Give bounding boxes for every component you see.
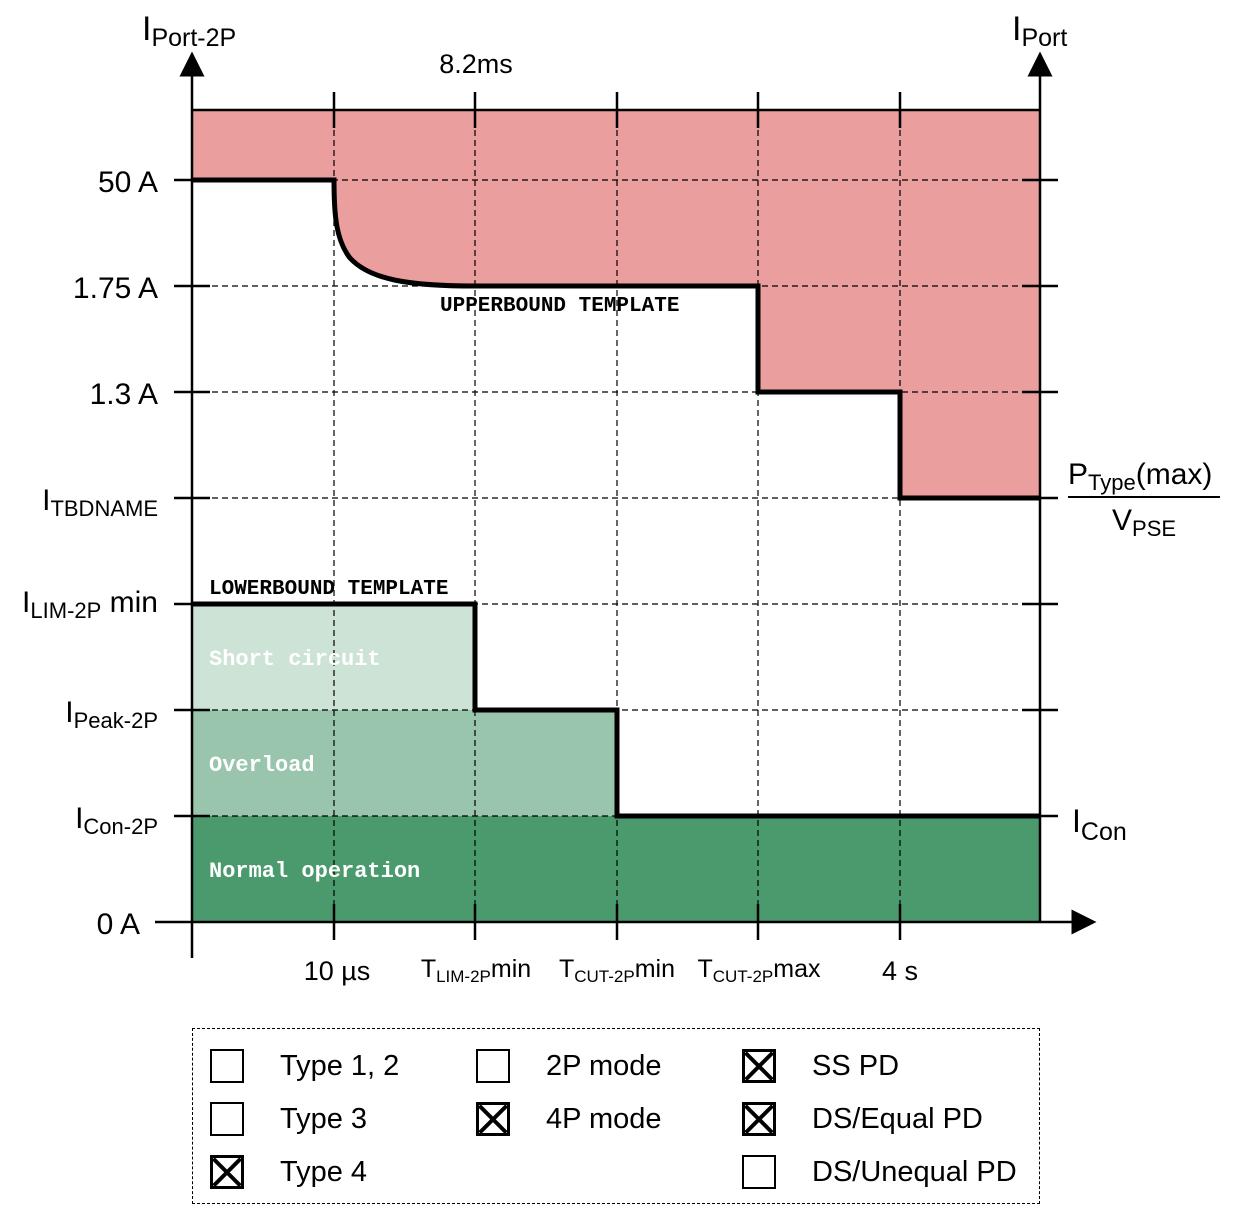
- x-tick-t-cut-2p-min: TCUT-2Pmin: [559, 955, 675, 986]
- checkbox-4p-mode[interactable]: [476, 1102, 510, 1136]
- legend-item-2p-mode[interactable]: 2P mode: [476, 1046, 662, 1086]
- x-tick-10us: 10 µs: [304, 956, 371, 986]
- legend-item-type-4[interactable]: Type 4: [210, 1152, 367, 1192]
- legend-label: 4P mode: [546, 1102, 662, 1135]
- legend-label: Type 1, 2: [280, 1049, 400, 1082]
- checkbox-type-3[interactable]: [210, 1102, 244, 1136]
- i-con-label: ICon: [1072, 803, 1127, 846]
- y-tick-i-tbdname: ITBDNAME: [42, 484, 158, 521]
- upper-forbidden-region: [192, 110, 1040, 498]
- checkbox-2p-mode[interactable]: [476, 1049, 510, 1083]
- legend-label: DS/Equal PD: [812, 1102, 983, 1135]
- legend-label: SS PD: [812, 1049, 900, 1082]
- ptype-max-numerator: PType(max): [1068, 458, 1212, 495]
- right-axis-title: IPort: [1012, 10, 1067, 52]
- top-time-label: 8.2ms: [439, 49, 513, 79]
- x-tick-4s: 4 s: [882, 956, 918, 986]
- checkbox-type-1-2[interactable]: [210, 1049, 244, 1083]
- legend-item-4p-mode[interactable]: 4P mode: [476, 1099, 662, 1139]
- normal-operation-label: Normal operation: [209, 859, 420, 884]
- overload-label: Overload: [209, 753, 315, 778]
- legend-label: 2P mode: [546, 1049, 662, 1082]
- y-tick-50a: 50 A: [98, 166, 158, 199]
- upperbound-template-label: UPPERBOUND TEMPLATE: [440, 295, 679, 318]
- checkbox-ss-pd[interactable]: [742, 1049, 776, 1083]
- legend-item-type-1-2[interactable]: Type 1, 2: [210, 1046, 399, 1086]
- legend-item-ds-unequal-pd[interactable]: DS/Unequal PD: [742, 1152, 1017, 1192]
- checkbox-type-4[interactable]: [210, 1155, 244, 1189]
- checkbox-ds-unequal-pd[interactable]: [742, 1155, 776, 1189]
- legend-item-ds-equal-pd[interactable]: DS/Equal PD: [742, 1099, 983, 1139]
- legend-label: DS/Unequal PD: [812, 1155, 1017, 1188]
- x-tick-t-cut-2p-max: TCUT-2Pmax: [698, 955, 821, 986]
- y-tick-1-75a: 1.75 A: [73, 272, 158, 305]
- upperbound-template-line: [192, 177, 1040, 501]
- legend-item-ss-pd[interactable]: SS PD: [742, 1046, 899, 1086]
- y-tick-i-lim-2p-min: ILIM-2P min: [22, 586, 158, 623]
- legend-item-type-3[interactable]: Type 3: [210, 1099, 367, 1139]
- short-circuit-label: Short circuit: [209, 647, 381, 672]
- lowerbound-template-label: LOWERBOUND TEMPLATE: [209, 578, 448, 601]
- legend-box: Type 1, 2 Type 3 Type 4 2P mode 4P mode …: [192, 1028, 1040, 1204]
- overload-region: [192, 710, 617, 816]
- checkbox-ds-equal-pd[interactable]: [742, 1102, 776, 1136]
- vpse-denominator: VPSE: [1112, 504, 1176, 541]
- lowerbound-template-line: [192, 601, 1040, 819]
- y-tick-0a: 0 A: [97, 908, 140, 941]
- x-tick-t-lim-2p-min: TLIM-2Pmin: [421, 955, 531, 986]
- left-axis-title: IPort-2P: [142, 10, 236, 52]
- y-tick-1-3a: 1.3 A: [90, 378, 158, 411]
- y-tick-i-peak-2p: IPeak-2P: [65, 696, 158, 733]
- legend-label: Type 3: [280, 1102, 368, 1135]
- legend-label: Type 4: [280, 1155, 368, 1188]
- y-tick-i-con-2p: ICon-2P: [75, 802, 158, 839]
